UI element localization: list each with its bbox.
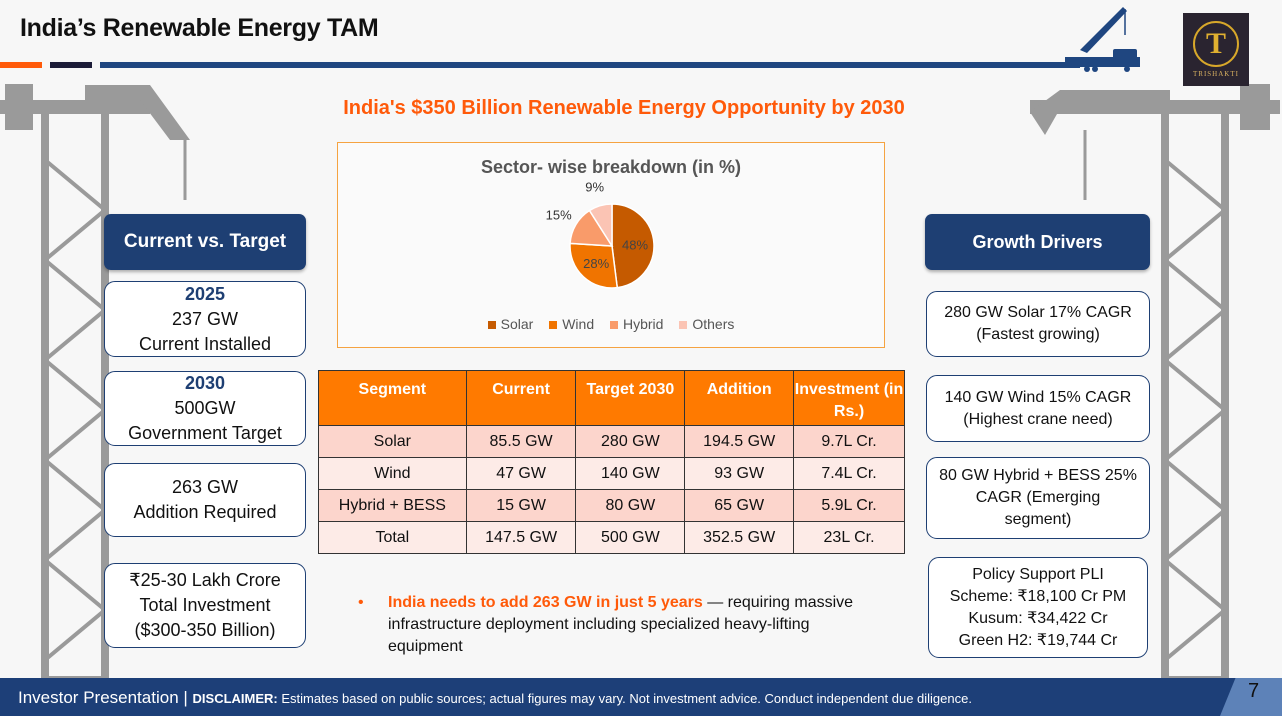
legend-others: Others	[679, 316, 734, 332]
card-value: 500GW	[174, 398, 236, 418]
pie-slice-solar	[611, 203, 655, 289]
cell: 47 GW	[465, 457, 577, 490]
card-label: Addition Required	[133, 502, 277, 522]
accent-bar-orange	[0, 62, 42, 68]
card-text: segment)	[1004, 511, 1072, 528]
col-current: Current	[465, 370, 577, 426]
pie-slice-others	[588, 203, 613, 249]
col-addition: Addition	[684, 370, 795, 426]
cell: 500 GW	[575, 521, 686, 554]
footer-text: Investor Presentation | DISCLAIMER: Esti…	[18, 688, 972, 708]
card-value: ₹25-30 Lakh Crore	[129, 570, 281, 590]
addition-required-card: 263 GW Addition Required	[104, 463, 306, 537]
cell: 15 GW	[465, 489, 577, 522]
cell: 5.9L Cr.	[793, 489, 905, 522]
cell: 194.5 GW	[684, 425, 795, 458]
pie-label-wind: 28%	[583, 256, 609, 271]
card-text: Kusum: ₹34,422 Cr	[968, 609, 1108, 627]
bullet-text: — requiring massive infrastructure deplo…	[388, 594, 854, 655]
card-text: (Highest crane need)	[963, 410, 1113, 428]
table-header-row: Segment Current Target 2030 Addition Inv…	[318, 370, 905, 426]
cell: 65 GW	[684, 489, 795, 522]
card-label: Current Installed	[138, 333, 272, 354]
government-target-card: 2030 500GW Government Target	[104, 371, 306, 446]
accent-bar-dark	[50, 62, 92, 68]
card-label: Total Investment	[139, 595, 271, 615]
col-target: Target 2030	[575, 370, 686, 426]
pie-label-solar: 48%	[622, 238, 648, 253]
chart-legend: Solar Wind Hybrid Others	[338, 316, 884, 332]
card-value: 237 GW	[171, 308, 239, 329]
current-installed-card: 2025 237 GW Current Installed	[104, 281, 306, 357]
trishakti-logo: T TRISHAKTI	[1183, 13, 1249, 86]
page-title: India’s Renewable Energy TAM	[20, 14, 379, 42]
cell: 93 GW	[684, 457, 795, 490]
disclaimer-text: Estimates based on public sources; actua…	[277, 691, 972, 706]
wind-driver-card: 140 GW Wind 15% CAGR (Highest crane need…	[926, 375, 1150, 442]
footer-separator: |	[183, 688, 188, 707]
cell: 9.7L Cr.	[793, 425, 905, 458]
bullet-highlight: India needs to add 263 GW in just 5 year…	[388, 594, 703, 611]
table-row: Hybrid + BESS 15 GW 80 GW 65 GW 5.9L Cr.	[318, 489, 905, 522]
cell: 7.4L Cr.	[793, 457, 905, 490]
card-text: 80 GW Hybrid + BESS 25%	[939, 467, 1137, 484]
cell: 85.5 GW	[465, 425, 577, 458]
table-row: Wind 47 GW 140 GW 93 GW 7.4L Cr.	[318, 457, 905, 490]
col-segment: Segment	[318, 370, 467, 426]
card-year: 2025	[184, 283, 226, 304]
accent-bar-blue	[100, 62, 1080, 68]
disclaimer-label: DISCLAIMER:	[192, 691, 278, 706]
card-value: 263 GW	[171, 477, 239, 497]
solar-driver-card: 280 GW Solar 17% CAGR (Fastest growing)	[926, 291, 1150, 357]
cell: 23L Cr.	[793, 521, 905, 554]
table-row: Solar 85.5 GW 280 GW 194.5 GW 9.7L Cr.	[318, 425, 905, 458]
sector-pie-chart: Sector- wise breakdown (in %) 48% 28% 15% 9…	[337, 142, 885, 348]
crane-truck-icon	[1065, 7, 1140, 72]
footer-title: Investor Presentation	[18, 688, 179, 707]
cell: Wind	[318, 457, 467, 490]
growth-drivers-header: Growth Drivers	[925, 214, 1150, 270]
cell: 140 GW	[575, 457, 686, 490]
legend-hybrid: Hybrid	[610, 316, 663, 332]
card-text: Scheme: ₹18,100 Cr PM	[949, 587, 1127, 605]
chart-title: Sector- wise breakdown (in %)	[480, 157, 742, 177]
cell: 280 GW	[575, 425, 686, 458]
cell: Hybrid + BESS	[318, 489, 467, 522]
card-text: CAGR (Emerging	[975, 489, 1101, 506]
policy-support-card: Policy Support PLI Scheme: ₹18,100 Cr PM…	[928, 557, 1148, 658]
cell: Solar	[318, 425, 467, 458]
page-number-tab: 7	[1220, 678, 1282, 716]
key-insight-bullet: • India needs to add 263 GW in just 5 ye…	[358, 592, 878, 658]
hybrid-driver-card: 80 GW Hybrid + BESS 25% CAGR (Emerging s…	[926, 457, 1150, 539]
pie-plot: 48% 28% 15% 9%	[546, 179, 655, 289]
pie-label-others: 9%	[585, 179, 604, 194]
card-text: Green H2: ₹19,744 Cr	[958, 631, 1118, 649]
pie-label-hybrid: 15%	[546, 207, 572, 222]
total-investment-card: ₹25-30 Lakh Crore Total Investment ($300…	[104, 563, 306, 648]
bullet-icon: •	[358, 594, 364, 611]
cell: 147.5 GW	[465, 521, 577, 554]
card-usd: ($300-350 Billion)	[134, 620, 276, 640]
cell: 80 GW	[575, 489, 686, 522]
legend-wind: Wind	[549, 316, 594, 332]
current-vs-target-header: Current vs. Target	[104, 214, 306, 270]
table-row: Total 147.5 GW 500 GW 352.5 GW 23L Cr.	[318, 521, 905, 554]
footer: Investor Presentation | DISCLAIMER: Esti…	[0, 678, 1282, 716]
pie-slice-wind	[569, 242, 619, 289]
page-number: 7	[1248, 680, 1260, 702]
card-text: 280 GW Solar 17% CAGR	[944, 304, 1132, 321]
card-label: Government Target	[128, 423, 282, 443]
col-investment: Investment (in Rs.)	[793, 370, 905, 426]
card-year: 2030	[184, 373, 226, 393]
card-text: (Fastest growing)	[976, 326, 1100, 343]
section-subtitle: India's $350 Billion Renewable Energy Op…	[343, 97, 905, 119]
card-text: Policy Support PLI	[972, 565, 1104, 583]
cell: Total	[318, 521, 467, 554]
segment-table: Segment Current Target 2030 Addition Inv…	[318, 370, 905, 554]
cell: 352.5 GW	[684, 521, 795, 554]
legend-solar: Solar	[487, 316, 533, 332]
card-text: 140 GW Wind 15% CAGR	[944, 388, 1132, 406]
